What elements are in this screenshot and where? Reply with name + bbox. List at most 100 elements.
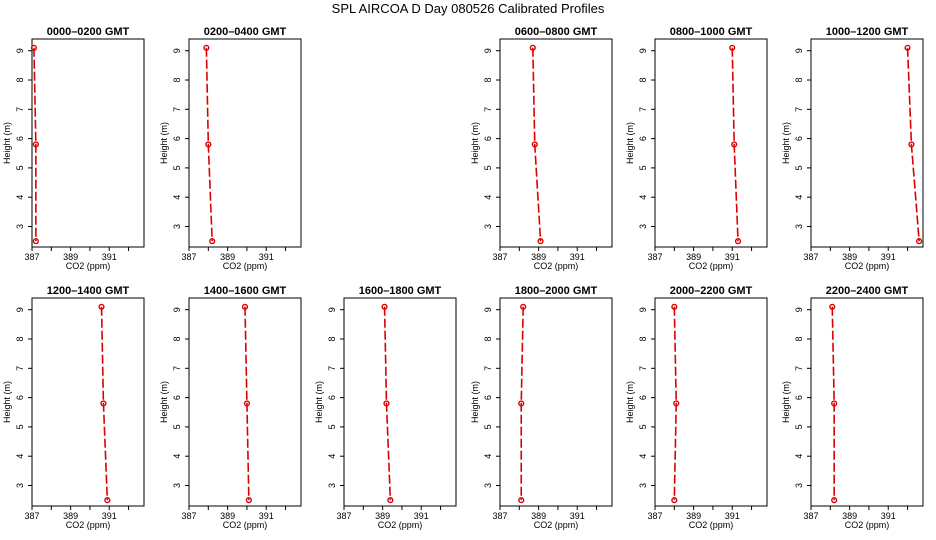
x-axis-label: CO2 (ppm) — [223, 261, 268, 271]
x-axis-label: CO2 (ppm) — [845, 520, 890, 530]
y-tick-label: 6 — [794, 136, 804, 141]
data-point — [245, 497, 252, 504]
plot-frame — [499, 297, 613, 507]
y-axis-label: Height (m) — [625, 381, 635, 423]
y-tick-label: 7 — [794, 107, 804, 112]
y-tick-label: 8 — [15, 337, 25, 342]
y-tick-label: 6 — [327, 395, 337, 400]
y-tick-label: 8 — [483, 78, 493, 83]
y-tick-label: 8 — [172, 78, 182, 83]
plot-frame — [31, 297, 145, 507]
y-tick-label: 7 — [638, 107, 648, 112]
x-tick-label: 389 — [842, 511, 857, 521]
y-tick-label: 6 — [638, 395, 648, 400]
y-axis-label: Height (m) — [314, 381, 324, 423]
y-tick-label: 4 — [794, 454, 804, 459]
plot-frame — [654, 297, 768, 507]
x-tick-label: 391 — [725, 252, 740, 262]
data-point — [98, 303, 105, 310]
y-tick-label: 5 — [638, 165, 648, 170]
y-tick-label: 3 — [327, 483, 337, 488]
plot-frame — [810, 38, 924, 248]
y-tick-label: 7 — [172, 366, 182, 371]
data-point — [209, 238, 216, 245]
profile-line — [906, 47, 920, 242]
data-point — [916, 238, 923, 245]
y-tick-label: 5 — [172, 424, 182, 429]
data-point — [30, 44, 38, 51]
data-point — [671, 303, 678, 310]
data-point — [904, 44, 911, 51]
panel-title: 0800–1000 GMT — [670, 26, 753, 38]
data-point — [32, 238, 39, 245]
x-tick-label: 387 — [24, 511, 39, 521]
profile-line — [532, 47, 542, 242]
x-axis-label: CO2 (ppm) — [845, 261, 890, 271]
x-tick-label: 387 — [181, 252, 196, 262]
y-tick-label: 9 — [172, 48, 182, 53]
panel-title: 2000–2200 GMT — [670, 285, 753, 297]
y-tick-label: 9 — [483, 307, 493, 312]
plot-frame — [31, 38, 145, 248]
data-point — [673, 400, 680, 407]
x-tick-label: 387 — [647, 252, 662, 262]
data-point — [518, 400, 525, 407]
data-point — [529, 44, 536, 51]
y-tick-label: 3 — [15, 483, 25, 488]
y-tick-label: 8 — [794, 78, 804, 83]
plot-frame — [343, 297, 457, 507]
y-tick-label: 9 — [638, 307, 648, 312]
y-tick-label: 8 — [172, 337, 182, 342]
data-point — [32, 141, 39, 148]
x-tick-label: 391 — [259, 252, 274, 262]
data-point — [731, 141, 738, 148]
y-tick-label: 5 — [483, 165, 493, 170]
data-point — [104, 497, 111, 504]
data-point — [381, 303, 388, 310]
data-point — [243, 400, 251, 407]
y-axis-label: Height (m) — [2, 381, 12, 423]
x-tick-label: 387 — [181, 511, 196, 521]
profile-line — [244, 306, 250, 501]
x-tick-label: 391 — [725, 511, 740, 521]
y-tick-label: 9 — [638, 48, 648, 53]
plot-frame — [499, 38, 613, 248]
y-tick-label: 8 — [638, 337, 648, 342]
panel-title: 1400–1600 GMT — [204, 285, 287, 297]
profile-line — [520, 306, 524, 501]
y-tick-label: 8 — [483, 337, 493, 342]
y-axis-label: Height (m) — [781, 381, 791, 423]
panel-title: 0000–0200 GMT — [47, 26, 130, 38]
x-tick-label: 391 — [102, 252, 117, 262]
data-point — [205, 141, 212, 148]
y-tick-label: 4 — [172, 454, 182, 459]
x-axis-label: CO2 (ppm) — [689, 520, 734, 530]
data-point — [518, 497, 525, 504]
x-tick-label: 389 — [63, 252, 78, 262]
plot-frame — [654, 38, 768, 248]
y-tick-label: 6 — [15, 395, 25, 400]
y-axis-label: Height (m) — [470, 122, 480, 164]
data-point — [520, 303, 527, 310]
x-tick-label: 387 — [647, 511, 662, 521]
y-tick-label: 5 — [794, 424, 804, 429]
y-tick-label: 5 — [638, 424, 648, 429]
y-tick-label: 5 — [172, 165, 182, 170]
x-axis-label: CO2 (ppm) — [378, 520, 423, 530]
y-tick-label: 6 — [794, 395, 804, 400]
data-point — [383, 400, 390, 407]
y-tick-label: 5 — [483, 424, 493, 429]
x-tick-label: 391 — [259, 511, 274, 521]
y-tick-label: 4 — [638, 454, 648, 459]
x-tick-label: 389 — [220, 252, 235, 262]
y-tick-label: 4 — [15, 454, 25, 459]
y-tick-label: 7 — [638, 366, 648, 371]
y-tick-label: 9 — [327, 307, 337, 312]
x-tick-label: 391 — [881, 511, 896, 521]
data-point — [831, 497, 838, 504]
y-tick-label: 3 — [638, 483, 648, 488]
x-tick-label: 389 — [531, 252, 546, 262]
